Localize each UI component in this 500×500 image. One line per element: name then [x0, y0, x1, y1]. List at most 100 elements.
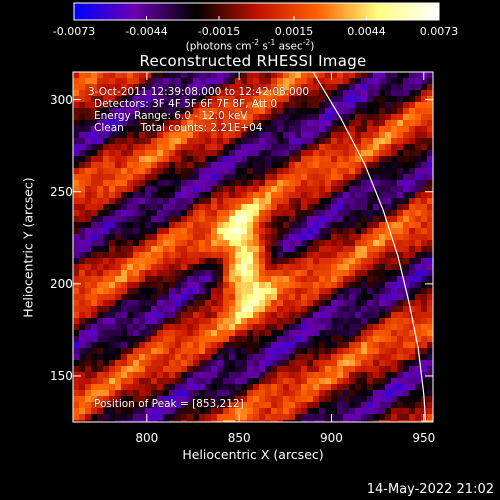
heatmap-cell	[367, 216, 374, 223]
heatmap-cell	[217, 96, 224, 103]
heatmap-cell	[91, 186, 98, 193]
heatmap-cell	[103, 318, 110, 325]
heatmap-cell	[187, 330, 194, 337]
heatmap-cell	[259, 366, 266, 373]
heatmap-cell	[343, 108, 350, 115]
heatmap-cell	[97, 342, 104, 349]
heatmap-cell	[289, 336, 296, 343]
heatmap-cell	[343, 174, 350, 181]
heatmap-cell	[367, 210, 374, 217]
heatmap-cell	[427, 90, 433, 97]
heatmap-cell	[367, 312, 374, 319]
heatmap-cell	[139, 156, 146, 163]
heatmap-cell	[229, 234, 236, 241]
heatmap-cell	[229, 276, 236, 283]
heatmap-cell	[169, 378, 176, 385]
heatmap-cell	[91, 372, 98, 379]
heatmap-cell	[211, 348, 218, 355]
heatmap-cell	[229, 108, 236, 115]
heatmap-cell	[217, 282, 224, 289]
heatmap-cell	[139, 336, 146, 343]
heatmap-cell	[277, 312, 284, 319]
heatmap-cell	[265, 360, 272, 367]
heatmap-cell	[415, 186, 422, 193]
heatmap-cell	[97, 204, 104, 211]
heatmap-cell	[349, 348, 356, 355]
peak-position-label: Position of Peak = [853,212]	[94, 398, 244, 410]
heatmap-cell	[169, 246, 176, 253]
heatmap-cell	[295, 180, 302, 187]
heatmap-cell	[319, 138, 326, 145]
heatmap-cell	[169, 198, 176, 205]
heatmap-cell	[415, 396, 422, 403]
heatmap-cell	[397, 210, 404, 217]
heatmap-cell	[91, 264, 98, 271]
heatmap-cell	[295, 234, 302, 241]
heatmap-cell	[97, 210, 104, 217]
heatmap-cell	[397, 342, 404, 349]
heatmap-cell	[199, 414, 206, 421]
heatmap-cell	[361, 168, 368, 175]
heatmap-cell	[157, 120, 164, 127]
heatmap-cell	[391, 348, 398, 355]
heatmap-cell	[415, 168, 422, 175]
heatmap-cell	[373, 234, 380, 241]
heatmap-cell	[421, 288, 428, 295]
heatmap-cell	[313, 264, 320, 271]
heatmap-cell	[205, 306, 212, 313]
heatmap-cell	[181, 132, 188, 139]
heatmap-cell	[175, 72, 182, 79]
heatmap-cell	[331, 420, 338, 422]
heatmap-cell	[109, 258, 116, 265]
heatmap-cell	[163, 180, 170, 187]
heatmap-cell	[319, 168, 326, 175]
heatmap-cell	[295, 204, 302, 211]
heatmap-cell	[289, 264, 296, 271]
heatmap-cell	[343, 366, 350, 373]
heatmap-cell	[295, 156, 302, 163]
heatmap-cell	[415, 318, 422, 325]
heatmap-cell	[271, 180, 278, 187]
heatmap-cell	[391, 72, 398, 79]
heatmap-cell	[385, 288, 392, 295]
heatmap-cell	[103, 330, 110, 337]
heatmap-cell	[139, 318, 146, 325]
heatmap-cell	[199, 270, 206, 277]
heatmap-cell	[115, 168, 122, 175]
heatmap-cell	[349, 372, 356, 379]
heatmap-cell	[277, 72, 284, 79]
heatmap-cell	[421, 276, 428, 283]
heatmap-cell	[289, 318, 296, 325]
heatmap-cell	[187, 180, 194, 187]
heatmap-cell	[157, 300, 164, 307]
heatmap-cell	[373, 372, 380, 379]
heatmap-cell	[73, 108, 80, 115]
heatmap-cell	[133, 396, 140, 403]
heatmap-cell	[409, 258, 416, 265]
heatmap-cell	[121, 90, 128, 97]
heatmap-cell	[247, 96, 254, 103]
heatmap-cell	[265, 192, 272, 199]
heatmap-cell	[367, 318, 374, 325]
heatmap-cell	[427, 156, 433, 163]
heatmap-cell	[355, 312, 362, 319]
heatmap-cell	[349, 84, 356, 91]
heatmap-cell	[85, 180, 92, 187]
heatmap-cell	[241, 276, 248, 283]
heatmap-cell	[385, 228, 392, 235]
heatmap-cell	[97, 414, 104, 421]
heatmap-cell	[349, 180, 356, 187]
heatmap-cell	[127, 198, 134, 205]
heatmap-cell	[331, 138, 338, 145]
heatmap-cell	[355, 198, 362, 205]
heatmap-cell	[193, 198, 200, 205]
heatmap-cell	[133, 168, 140, 175]
heatmap-cell	[181, 360, 188, 367]
heatmap-cell	[211, 318, 218, 325]
heatmap-cell	[169, 102, 176, 109]
heatmap-cell	[97, 120, 104, 127]
heatmap-cell	[163, 168, 170, 175]
heatmap-cell	[127, 180, 134, 187]
heatmap-cell	[217, 174, 224, 181]
heatmap-cell	[199, 342, 206, 349]
